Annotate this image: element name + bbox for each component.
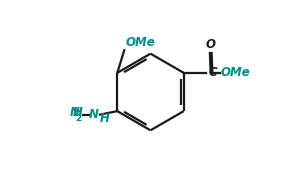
Text: O: O: [206, 38, 216, 50]
Text: OMe: OMe: [220, 66, 250, 79]
Text: H: H: [73, 106, 82, 119]
Text: N: N: [70, 106, 79, 119]
Text: C: C: [208, 66, 217, 79]
Text: N: N: [89, 108, 99, 121]
Text: 2: 2: [75, 114, 82, 123]
Text: H: H: [99, 113, 109, 125]
Text: OMe: OMe: [125, 36, 155, 49]
